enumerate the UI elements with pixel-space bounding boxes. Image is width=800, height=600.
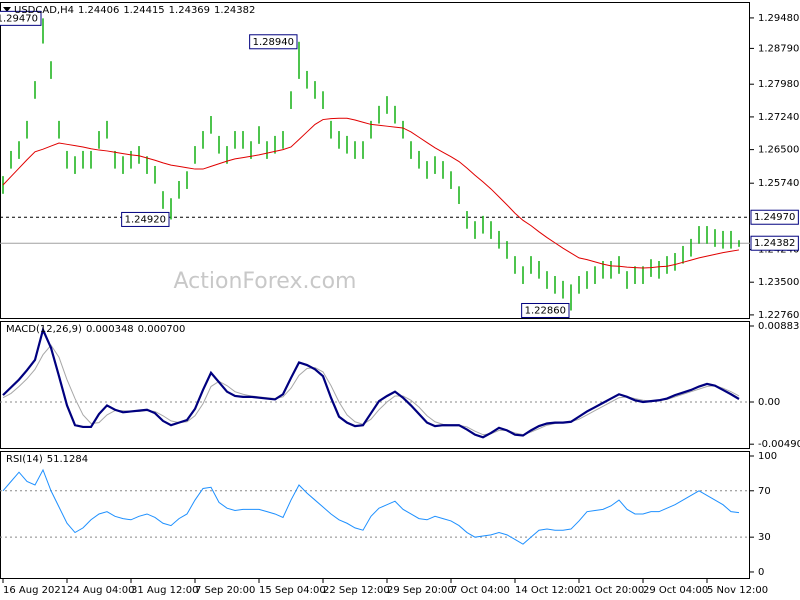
macd-panel-frame (0, 321, 750, 449)
y-tick-label: -0.004907 (758, 439, 800, 450)
annotation-box (521, 302, 570, 318)
header-text: 0.000700 (138, 324, 186, 335)
y-tick-label: 1.23500 (758, 277, 799, 288)
annotation-box (249, 34, 298, 50)
header-text: 0.000348 (86, 324, 134, 335)
y-tick-label: 70 (758, 486, 771, 497)
x-tick-label: 7 Sep 20:00 (195, 585, 255, 596)
y-tick-label: 1.22760 (758, 310, 799, 321)
annotation: 1.22860 (525, 305, 566, 316)
x-tick-label: 24 Aug 04:00 (67, 585, 134, 596)
x-tick-label: 21 Oct 20:00 (579, 585, 644, 596)
panel-icon (3, 7, 11, 12)
x-tick-label: 16 Aug 2021 (3, 585, 67, 596)
annotation-box (0, 10, 42, 26)
header-text: MACD(12,26,9) (6, 324, 82, 335)
level-label: 1.24970 (754, 212, 795, 223)
y-tick-label: 1.28790 (758, 43, 799, 54)
x-tick-label: 31 Aug 12:00 (131, 585, 198, 596)
rsi-line (2, 468, 740, 545)
x-tick-label: 5 Nov 12:00 (707, 585, 768, 596)
level-label-box (750, 209, 799, 225)
y-tick-label: 1.27240 (758, 112, 799, 123)
header-text: 1.24406 (78, 5, 119, 16)
annotation-box (121, 211, 170, 227)
y-tick-label: 0.008839 (758, 321, 800, 332)
header-text: RSI(14) (6, 454, 43, 465)
x-tick-label: 15 Sep 04:00 (259, 585, 326, 596)
x-tick-label: 29 Oct 04:00 (643, 585, 708, 596)
y-tick-label: 1.25740 (758, 178, 799, 189)
x-tick-label: 14 Oct 12:00 (515, 585, 580, 596)
header-text: 51.1284 (47, 454, 88, 465)
y-tick-label: 30 (758, 532, 771, 543)
x-tick-label: 7 Oct 04:00 (451, 585, 510, 596)
moving-average (2, 117, 740, 269)
price-panel-frame (0, 2, 750, 319)
y-tick-label: 1.27980 (758, 79, 799, 90)
annotation: 1.29470 (0, 13, 38, 24)
header-text: 1.24382 (214, 5, 255, 16)
watermark: ActionForex.com (174, 269, 357, 294)
signal-line (2, 344, 740, 436)
header-text: 1.24369 (169, 5, 210, 16)
price-label-box (750, 235, 799, 251)
macd-line (2, 326, 740, 439)
y-tick-label: 0 (758, 567, 764, 578)
annotation: 1.24920 (125, 214, 166, 225)
y-tick-label: 100 (758, 451, 777, 462)
x-tick-label: 22 Sep 12:00 (323, 585, 390, 596)
price-label: 1.24382 (754, 238, 795, 249)
annotation: 1.28940 (253, 37, 294, 48)
y-tick-label: 1.29480 (758, 13, 799, 24)
x-tick-label: 29 Sep 20:00 (387, 585, 454, 596)
header-text: 1.24415 (123, 5, 164, 16)
y-tick-label: 1.26500 (758, 145, 799, 156)
header-text: USDCAD,H4 (14, 5, 74, 16)
rsi-panel-frame (0, 451, 750, 579)
y-tick-label: 0.00 (758, 397, 780, 408)
